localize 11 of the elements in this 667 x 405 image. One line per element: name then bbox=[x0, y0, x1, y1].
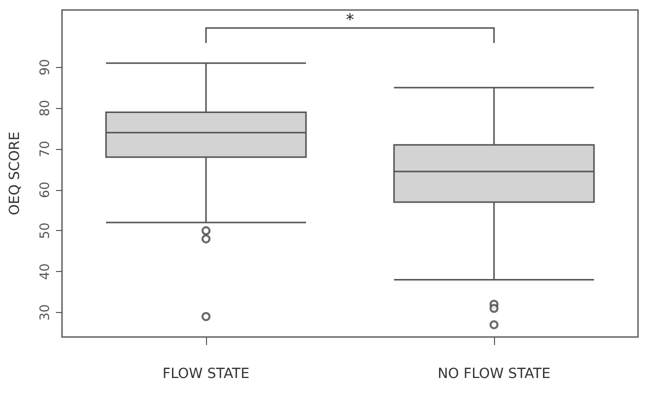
y-tick-label: 90 bbox=[38, 58, 53, 76]
y-tick-label: 60 bbox=[38, 182, 53, 198]
y-tick-label: 70 bbox=[38, 140, 53, 158]
annotation: * bbox=[346, 10, 354, 29]
x-tick-label: FLOW STATE bbox=[162, 366, 250, 382]
y-tick-label: 40 bbox=[38, 263, 53, 280]
x-tick-label: NO FLOW STATE bbox=[438, 366, 550, 382]
y-tick-label: 30 bbox=[38, 304, 53, 321]
y-axis-title: OEQ SCORE bbox=[7, 132, 23, 216]
y-tick-label: 80 bbox=[38, 100, 53, 116]
y-tick-label: 50 bbox=[38, 222, 53, 239]
